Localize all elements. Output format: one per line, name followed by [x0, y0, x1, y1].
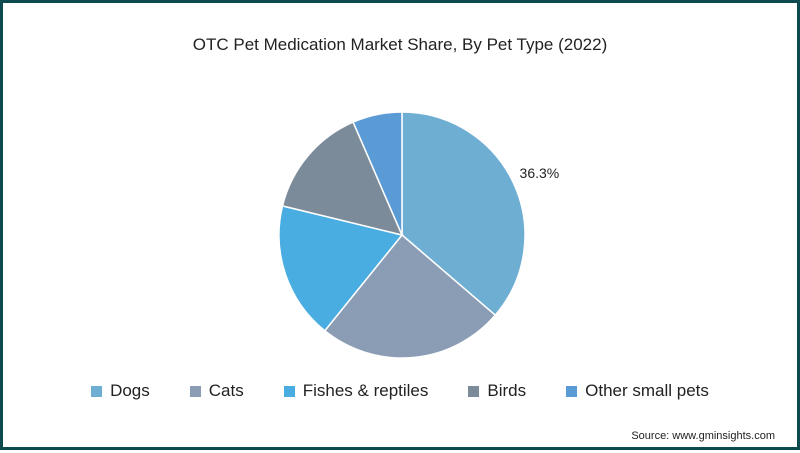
legend-label-dogs: Dogs — [110, 381, 150, 400]
chart-legend: Dogs Cats Fishes & reptiles Birds Other … — [3, 381, 797, 401]
pie-slice-dogs — [401, 111, 526, 317]
pie-slice-cats — [323, 233, 497, 359]
legend-label-birds: Birds — [487, 381, 527, 400]
data-label-dogs: 36.3% — [520, 165, 560, 181]
pie-slice-fishes-reptiles — [278, 205, 404, 332]
legend-item-dogs: Dogs — [91, 381, 150, 401]
legend-label-cats: Cats — [208, 381, 244, 400]
source-note: Source: www.gminsights.com — [631, 430, 775, 442]
legend-swatch-birds — [468, 385, 480, 397]
legend-swatch-dogs — [91, 385, 103, 397]
pie-slice-birds — [281, 121, 404, 237]
legend-item-other-small-pets: Other small pets — [566, 381, 709, 401]
legend-label-fishes-reptiles: Fishes & reptiles — [302, 381, 429, 400]
legend-label-other-small-pets: Other small pets — [585, 381, 709, 400]
legend-swatch-cats — [189, 385, 201, 397]
legend-swatch-other-small-pets — [566, 385, 578, 397]
legend-swatch-fishes-reptiles — [283, 385, 295, 397]
pie-chart: 36.3% — [278, 111, 560, 359]
legend-item-cats: Cats — [189, 381, 244, 401]
legend-item-fishes-reptiles: Fishes & reptiles — [283, 381, 429, 401]
pie-slice-other-small-pets — [352, 111, 403, 236]
legend-item-birds: Birds — [468, 381, 526, 401]
chart-title: OTC Pet Medication Market Share, By Pet … — [192, 35, 608, 54]
